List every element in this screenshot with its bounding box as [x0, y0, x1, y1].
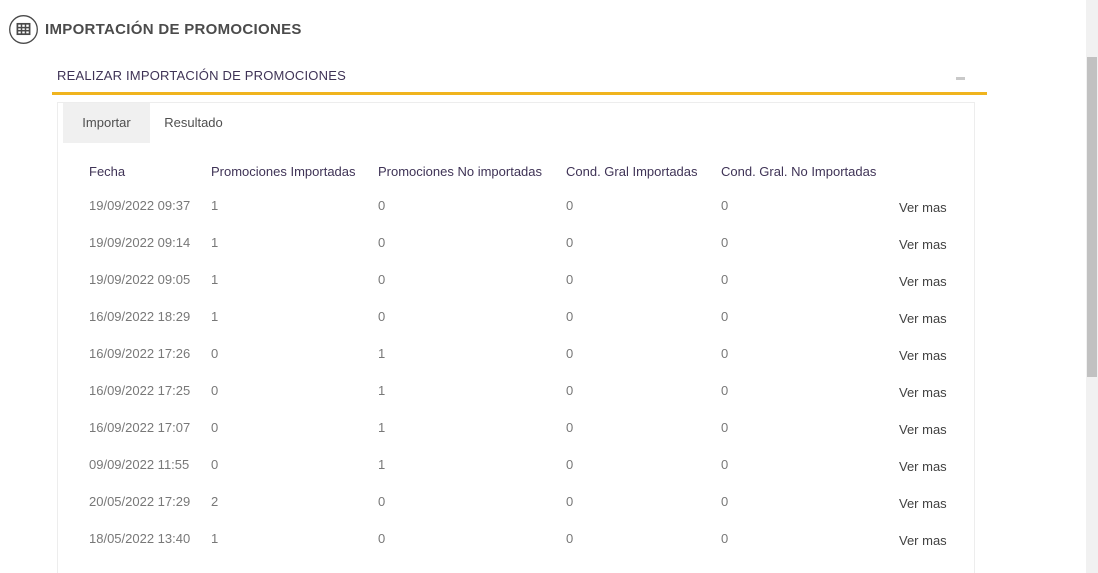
- cell-prom-importadas: 1: [211, 531, 219, 546]
- collapse-icon[interactable]: [956, 77, 965, 80]
- cell-fecha: 16/09/2022 17:25: [89, 383, 191, 398]
- ver-mas-link[interactable]: Ver mas: [899, 347, 947, 363]
- cell-cond-importadas: 0: [566, 494, 574, 509]
- panel-title: REALIZAR IMPORTACIÓN DE PROMOCIONES: [57, 68, 346, 83]
- cell-prom-no-importadas: 1: [378, 457, 386, 472]
- cell-prom-importadas: 1: [211, 198, 219, 213]
- cell-fecha: 16/09/2022 18:29: [89, 309, 191, 324]
- cell-fecha: 19/09/2022 09:37: [89, 198, 191, 213]
- table-row: 18/05/2022 13:40 1 0 0 0 Ver mas: [89, 520, 974, 557]
- cell-prom-importadas: 1: [211, 272, 219, 287]
- cell-fecha: 19/09/2022 09:05: [89, 272, 191, 287]
- tab-resultado[interactable]: Resultado: [150, 103, 237, 143]
- table-row: 19/09/2022 09:14 1 0 0 0 Ver mas: [89, 224, 974, 261]
- ver-mas-link[interactable]: Ver mas: [899, 384, 947, 400]
- cell-prom-importadas: 1: [211, 235, 219, 250]
- tab-bar: Importar Resultado: [58, 103, 974, 143]
- cell-prom-no-importadas: 0: [378, 272, 386, 287]
- cell-cond-no-importadas: 0: [721, 383, 729, 398]
- col-header-prom-importadas: Promociones Importadas: [211, 164, 356, 179]
- table-row: 20/05/2022 17:29 2 0 0 0 Ver mas: [89, 483, 974, 520]
- cell-cond-importadas: 0: [566, 383, 574, 398]
- table-grid-icon: [8, 14, 39, 45]
- ver-mas-link[interactable]: Ver mas: [899, 421, 947, 437]
- cell-cond-no-importadas: 0: [721, 198, 729, 213]
- table-row: 19/09/2022 09:05 1 0 0 0 Ver mas: [89, 261, 974, 298]
- page-header: IMPORTACIÓN DE PROMOCIONES: [0, 0, 1098, 45]
- imports-table: Fecha Promociones Importadas Promociones…: [89, 156, 974, 557]
- cell-cond-no-importadas: 0: [721, 494, 729, 509]
- table-row: 16/09/2022 17:07 0 1 0 0 Ver mas: [89, 409, 974, 446]
- cell-prom-importadas: 0: [211, 346, 219, 361]
- cell-fecha: 16/09/2022 17:26: [89, 346, 191, 361]
- cell-prom-no-importadas: 0: [378, 235, 386, 250]
- col-header-fecha: Fecha: [89, 164, 126, 179]
- ver-mas-link[interactable]: Ver mas: [899, 273, 947, 289]
- cell-prom-no-importadas: 0: [378, 309, 386, 324]
- ver-mas-link[interactable]: Ver mas: [899, 458, 947, 474]
- table-row: 19/09/2022 09:37 1 0 0 0 Ver mas: [89, 187, 974, 224]
- cell-cond-importadas: 0: [566, 272, 574, 287]
- cell-cond-no-importadas: 0: [721, 309, 729, 324]
- cell-prom-no-importadas: 0: [378, 494, 386, 509]
- cell-prom-importadas: 0: [211, 420, 219, 435]
- cell-cond-no-importadas: 0: [721, 235, 729, 250]
- cell-cond-no-importadas: 0: [721, 420, 729, 435]
- content-area: REALIZAR IMPORTACIÓN DE PROMOCIONES Impo…: [52, 68, 987, 573]
- table-row: 16/09/2022 17:26 0 1 0 0 Ver mas: [89, 335, 974, 372]
- cell-fecha: 19/09/2022 09:14: [89, 235, 191, 250]
- cell-prom-no-importadas: 0: [378, 531, 386, 546]
- tab-importar[interactable]: Importar: [63, 103, 150, 143]
- cell-prom-importadas: 2: [211, 494, 219, 509]
- table-header-row: Fecha Promociones Importadas Promociones…: [89, 156, 974, 187]
- page-title: IMPORTACIÓN DE PROMOCIONES: [45, 21, 302, 38]
- import-panel-card: Importar Resultado Fecha Promociones Imp…: [57, 102, 975, 573]
- col-header-cond-importadas: Cond. Gral Importadas: [566, 164, 698, 179]
- cell-cond-no-importadas: 0: [721, 346, 729, 361]
- cell-cond-importadas: 0: [566, 531, 574, 546]
- cell-prom-no-importadas: 1: [378, 420, 386, 435]
- cell-cond-importadas: 0: [566, 198, 574, 213]
- col-header-prom-no-importadas: Promociones No importadas: [378, 164, 543, 179]
- panel-header: REALIZAR IMPORTACIÓN DE PROMOCIONES: [52, 68, 987, 95]
- cell-prom-importadas: 0: [211, 383, 219, 398]
- ver-mas-link[interactable]: Ver mas: [899, 310, 947, 326]
- cell-cond-importadas: 0: [566, 420, 574, 435]
- cell-fecha: 20/05/2022 17:29: [89, 494, 191, 509]
- scrollbar-thumb[interactable]: [1087, 57, 1097, 377]
- cell-prom-importadas: 0: [211, 457, 219, 472]
- cell-cond-importadas: 0: [566, 235, 574, 250]
- cell-cond-importadas: 0: [566, 346, 574, 361]
- table-body: 19/09/2022 09:37 1 0 0 0 Ver mas 19/09/2…: [89, 187, 974, 557]
- table-row: 09/09/2022 11:55 0 1 0 0 Ver mas: [89, 446, 974, 483]
- cell-fecha: 16/09/2022 17:07: [89, 420, 191, 435]
- table-row: 16/09/2022 18:29 1 0 0 0 Ver mas: [89, 298, 974, 335]
- cell-cond-no-importadas: 0: [721, 272, 729, 287]
- cell-fecha: 18/05/2022 13:40: [89, 531, 191, 546]
- col-header-cond-no-importadas: Cond. Gral. No Importadas: [721, 164, 877, 179]
- cell-fecha: 09/09/2022 11:55: [89, 457, 190, 472]
- cell-cond-no-importadas: 0: [721, 531, 729, 546]
- cell-cond-importadas: 0: [566, 457, 574, 472]
- cell-cond-no-importadas: 0: [721, 457, 729, 472]
- cell-prom-no-importadas: 0: [378, 198, 386, 213]
- ver-mas-link[interactable]: Ver mas: [899, 532, 947, 548]
- ver-mas-link[interactable]: Ver mas: [899, 199, 947, 215]
- ver-mas-link[interactable]: Ver mas: [899, 495, 947, 511]
- table-row: 16/09/2022 17:25 0 1 0 0 Ver mas: [89, 372, 974, 409]
- scrollbar-track[interactable]: [1086, 0, 1098, 573]
- cell-prom-importadas: 1: [211, 309, 219, 324]
- cell-cond-importadas: 0: [566, 309, 574, 324]
- cell-prom-no-importadas: 1: [378, 346, 386, 361]
- cell-prom-no-importadas: 1: [378, 383, 386, 398]
- ver-mas-link[interactable]: Ver mas: [899, 236, 947, 252]
